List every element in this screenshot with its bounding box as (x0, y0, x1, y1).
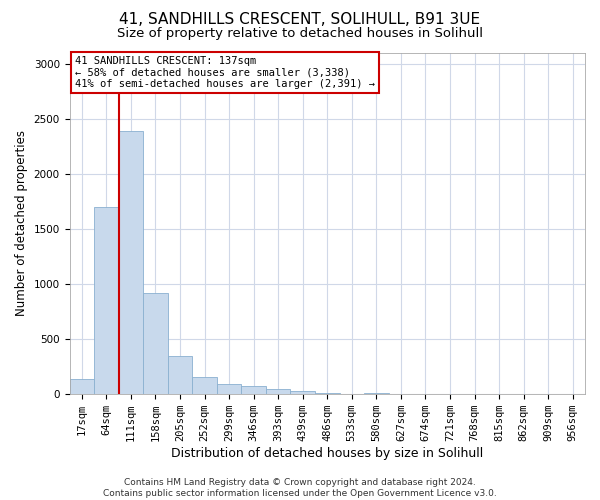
Text: Contains HM Land Registry data © Crown copyright and database right 2024.
Contai: Contains HM Land Registry data © Crown c… (103, 478, 497, 498)
Bar (241, 386, 266, 394)
Bar (266, 390, 290, 394)
X-axis label: Distribution of detached houses by size in Solihull: Distribution of detached houses by size … (171, 447, 484, 460)
Bar (217, 384, 241, 394)
Bar (290, 392, 315, 394)
Bar (192, 376, 217, 394)
Bar (70, 379, 94, 394)
Bar (168, 356, 192, 394)
Bar (94, 207, 119, 394)
Y-axis label: Number of detached properties: Number of detached properties (15, 130, 28, 316)
Text: 41 SANDHILLS CRESCENT: 137sqm
← 58% of detached houses are smaller (3,338)
41% o: 41 SANDHILLS CRESCENT: 137sqm ← 58% of d… (74, 56, 374, 89)
Text: 41, SANDHILLS CRESCENT, SOLIHULL, B91 3UE: 41, SANDHILLS CRESCENT, SOLIHULL, B91 3U… (119, 12, 481, 28)
Bar (143, 293, 168, 394)
Bar (364, 393, 389, 394)
Bar (315, 392, 340, 394)
Bar (119, 131, 143, 394)
Text: Size of property relative to detached houses in Solihull: Size of property relative to detached ho… (117, 28, 483, 40)
